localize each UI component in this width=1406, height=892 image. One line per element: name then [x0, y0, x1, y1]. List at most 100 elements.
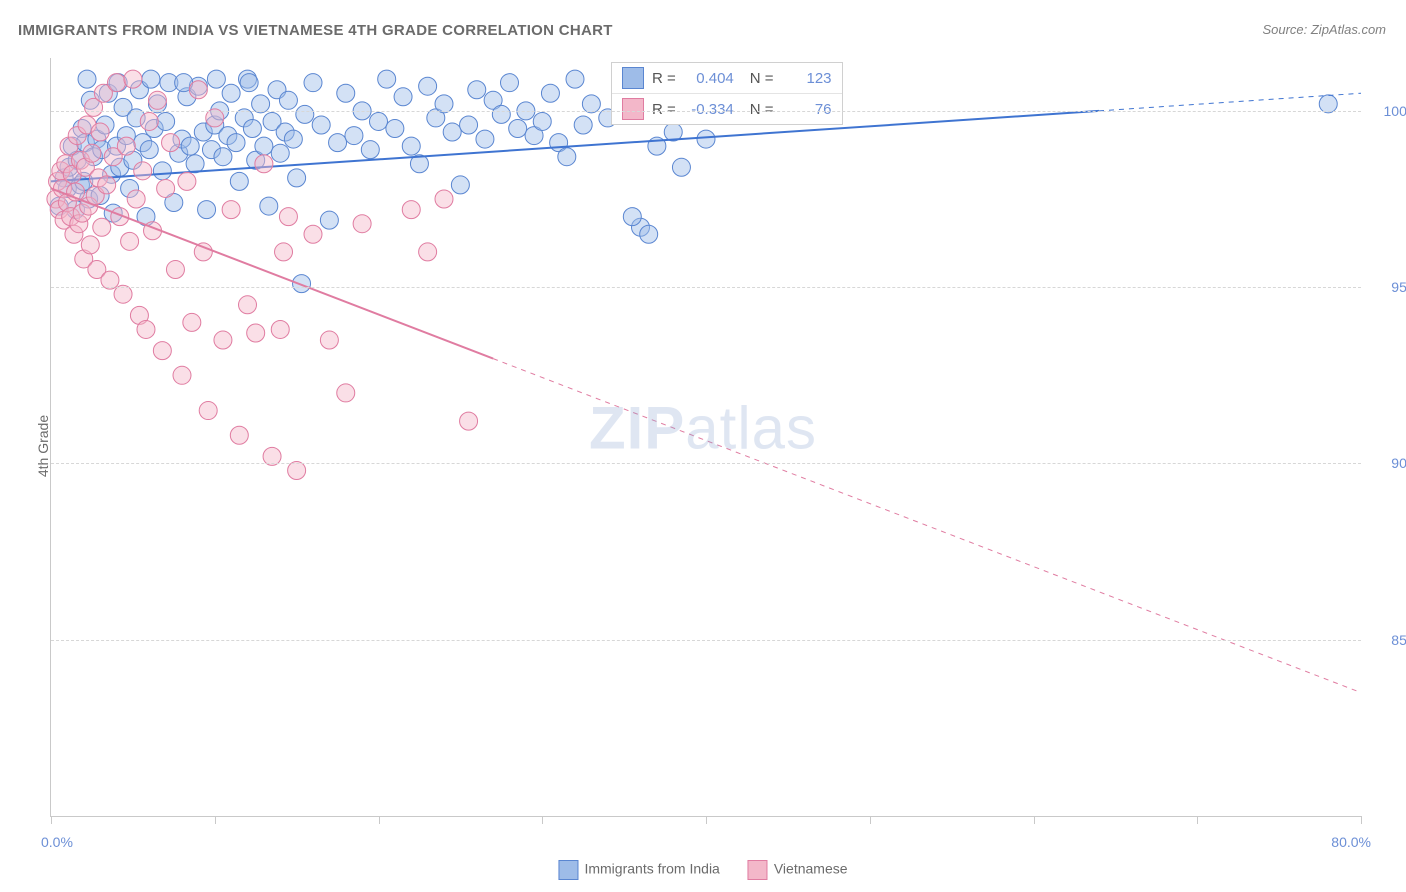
- scatter-point: [81, 236, 99, 254]
- scatter-point: [271, 144, 289, 162]
- scatter-point: [255, 155, 273, 173]
- scatter-point: [492, 105, 510, 123]
- x-tick: [1034, 816, 1035, 824]
- x-tick-label: 0.0%: [41, 834, 73, 850]
- scatter-point: [460, 116, 478, 134]
- legend-item: Vietnamese: [748, 860, 848, 880]
- scatter-point: [91, 123, 109, 141]
- stat-label: R =: [652, 101, 676, 118]
- scatter-point: [284, 130, 302, 148]
- scatter-point: [378, 70, 396, 88]
- scatter-point: [134, 162, 152, 180]
- stats-row: R = -0.334 N = 76: [612, 94, 842, 124]
- scatter-point: [83, 144, 101, 162]
- scatter-point: [189, 81, 207, 99]
- scatter-point: [288, 169, 306, 187]
- scatter-point: [419, 243, 437, 261]
- scatter-point: [279, 91, 297, 109]
- scatter-point: [623, 208, 641, 226]
- scatter-point: [672, 158, 690, 176]
- y-tick-label: 90.0%: [1371, 455, 1406, 471]
- stats-legend-box: R = 0.404 N = 123 R = -0.334 N = 76: [611, 62, 843, 125]
- scatter-point: [260, 197, 278, 215]
- legend-bottom: Immigrants from IndiaVietnamese: [558, 860, 847, 880]
- scatter-point: [501, 74, 519, 92]
- legend-label: Vietnamese: [774, 861, 848, 877]
- scatter-point: [117, 137, 135, 155]
- plot-area: R =0.404N =123R =-0.334N =76 85.0%90.0%9…: [50, 58, 1361, 817]
- stat-r-value: 0.404: [684, 70, 734, 87]
- scatter-point: [402, 137, 420, 155]
- y-tick-label: 85.0%: [1371, 632, 1406, 648]
- stat-label: N =: [750, 101, 774, 118]
- scatter-point: [214, 148, 232, 166]
- scatter-point: [124, 70, 142, 88]
- scatter-point: [178, 172, 196, 190]
- scatter-point: [137, 320, 155, 338]
- y-tick-label: 95.0%: [1371, 279, 1406, 295]
- scatter-point: [353, 215, 371, 233]
- scatter-point: [227, 134, 245, 152]
- gridline: [51, 111, 1361, 112]
- scatter-point: [166, 261, 184, 279]
- scatter-point: [157, 112, 175, 130]
- scatter-point: [230, 172, 248, 190]
- scatter-point: [162, 134, 180, 152]
- scatter-point: [394, 88, 412, 106]
- scatter-point: [574, 116, 592, 134]
- x-tick: [542, 816, 543, 824]
- scatter-point: [183, 313, 201, 331]
- scatter-point: [93, 218, 111, 236]
- scatter-point: [78, 70, 96, 88]
- gridline: [51, 463, 1361, 464]
- scatter-point: [402, 201, 420, 219]
- scatter-point: [240, 74, 258, 92]
- scatter-point: [435, 190, 453, 208]
- chart-title: IMMIGRANTS FROM INDIA VS VIETNAMESE 4TH …: [18, 22, 613, 39]
- x-tick: [379, 816, 380, 824]
- scatter-point: [566, 70, 584, 88]
- scatter-point: [386, 120, 404, 138]
- scatter-point: [198, 201, 216, 219]
- scatter-point: [148, 91, 166, 109]
- scatter-point: [214, 331, 232, 349]
- scatter-point: [329, 134, 347, 152]
- scatter-point: [697, 130, 715, 148]
- stat-n-value: 76: [782, 101, 832, 118]
- scatter-point: [222, 84, 240, 102]
- scatter-point: [370, 112, 388, 130]
- stat-n-value: 123: [782, 70, 832, 87]
- series-swatch: [622, 67, 644, 89]
- scatter-point: [243, 120, 261, 138]
- stat-label: R =: [652, 70, 676, 87]
- scatter-point: [533, 112, 551, 130]
- x-tick: [1197, 816, 1198, 824]
- x-tick: [870, 816, 871, 824]
- scatter-point: [304, 225, 322, 243]
- scatter-point: [140, 112, 158, 130]
- scatter-point: [337, 384, 355, 402]
- scatter-point: [173, 366, 191, 384]
- scatter-point: [279, 208, 297, 226]
- scatter-point: [558, 148, 576, 166]
- scatter-point: [541, 84, 559, 102]
- scatter-point: [296, 105, 314, 123]
- scatter-point: [181, 137, 199, 155]
- scatter-point: [199, 402, 217, 420]
- y-axis-label: 4th Grade: [35, 415, 51, 477]
- scatter-point: [337, 84, 355, 102]
- x-tick: [706, 816, 707, 824]
- series-swatch: [622, 98, 644, 120]
- x-tick: [51, 816, 52, 824]
- scatter-point: [640, 225, 658, 243]
- scatter-point: [320, 331, 338, 349]
- scatter-point: [207, 70, 225, 88]
- scatter-point: [271, 320, 289, 338]
- scatter-point: [468, 81, 486, 99]
- legend-swatch: [558, 860, 578, 880]
- legend-swatch: [748, 860, 768, 880]
- scatter-point: [419, 77, 437, 95]
- scatter-svg: [51, 58, 1361, 816]
- scatter-point: [460, 412, 478, 430]
- stat-r-value: -0.334: [684, 101, 734, 118]
